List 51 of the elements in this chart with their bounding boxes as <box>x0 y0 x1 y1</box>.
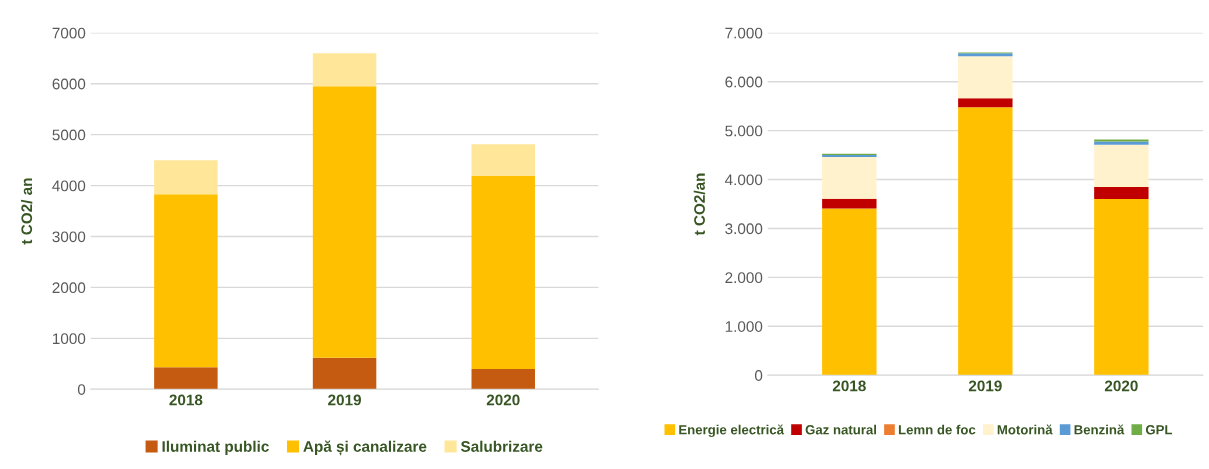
bar <box>312 357 377 390</box>
x-tick-label: 2019 <box>328 394 361 406</box>
bar <box>154 367 218 390</box>
bar <box>822 208 877 376</box>
x-tick-label: 2018 <box>832 380 866 392</box>
y-tick-label: 7000 <box>52 27 86 39</box>
y-tick-label: 0 <box>754 370 763 381</box>
legend-label: Benzină <box>1074 424 1125 435</box>
bar <box>471 368 535 390</box>
legend-label: Energie electrică <box>679 424 785 438</box>
legend-label: Motorină <box>997 424 1053 435</box>
bar <box>958 107 1013 376</box>
legend-label: GPL <box>1145 425 1173 435</box>
legend-label: Gaz natural <box>805 424 877 435</box>
legend-label: Iluminat public <box>162 440 269 455</box>
bar <box>822 157 877 199</box>
y-tick-label: 0 <box>77 384 86 395</box>
x-tick-label: 2018 <box>169 394 203 406</box>
bar <box>154 160 218 195</box>
y-tick-label: 7.000 <box>725 27 763 39</box>
y-tick-label: 3000 <box>52 231 86 243</box>
y-tick-label: 4.000 <box>724 174 763 186</box>
y-tick-label: 6.000 <box>725 76 763 88</box>
x-tick-label: 2020 <box>486 394 520 406</box>
y-tick-label: 2.000 <box>725 272 763 284</box>
legend-label: Salubrizare <box>460 440 543 452</box>
bar <box>154 194 218 368</box>
bar <box>471 175 535 369</box>
legend-label: Lemn de foc <box>898 424 976 435</box>
x-tick-label: 2019 <box>968 380 1002 392</box>
y-tick-label: 6000 <box>52 78 86 90</box>
bar <box>1094 186 1149 200</box>
y-tick-label: 5.000 <box>725 125 763 137</box>
x-tick-label: 2020 <box>1104 380 1138 392</box>
bar <box>822 198 877 209</box>
bar <box>312 53 377 87</box>
y-axis-title: t CO2/an <box>693 173 706 236</box>
bar <box>1094 144 1149 187</box>
y-tick-label: 4000 <box>52 180 86 192</box>
y-tick-label: 5000 <box>52 129 86 141</box>
bar <box>1094 199 1149 376</box>
y-tick-label: 3.000 <box>725 223 763 235</box>
y-tick-label: 2000 <box>52 282 86 294</box>
bar <box>471 144 535 176</box>
y-axis-title: t CO2/ an <box>20 178 33 245</box>
bar <box>312 86 377 358</box>
bar <box>958 56 1013 99</box>
legend-label: Apă și canalizare <box>303 440 427 456</box>
y-tick-label: 1000 <box>53 333 86 345</box>
y-tick-label: 1.000 <box>725 321 763 332</box>
bar <box>958 98 1013 108</box>
